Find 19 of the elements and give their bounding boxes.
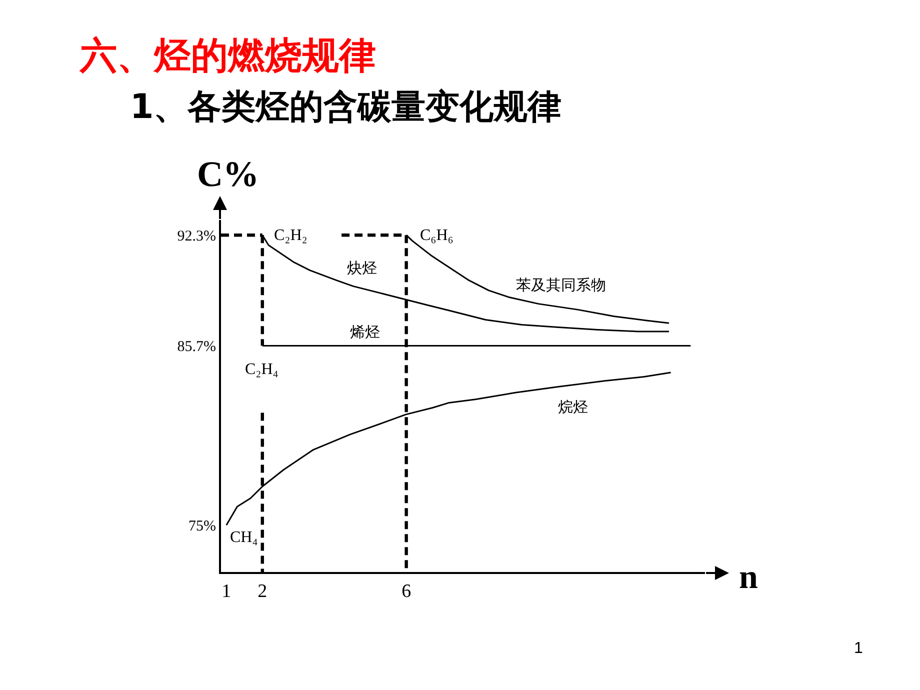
text: 1 — [854, 640, 863, 657]
x-tick-label: 2 — [258, 580, 268, 602]
y-tick-label: 85.7% — [177, 338, 216, 355]
chart-title: 六、烃的燃烧规律 — [79, 34, 376, 77]
chart-subtitle: 1、各类烃的含碳量变化规律 — [130, 87, 562, 127]
x-axis-title: n — [739, 559, 758, 596]
annotation: C₆H₆ — [420, 227, 454, 244]
series-label: 烷烃 — [558, 398, 588, 416]
series-label: 炔烃 — [347, 259, 377, 277]
y-tick-label: 92.3% — [177, 228, 216, 244]
y-axis-title: C% — [197, 154, 259, 194]
x-tick-label: 6 — [402, 580, 412, 602]
annotation: C₂H₂ — [274, 227, 308, 244]
annotation: CH₄ — [230, 529, 258, 546]
y-tick-label: 75% — [188, 518, 216, 534]
x-tick-label: 1 — [222, 580, 232, 602]
series-label: 苯及其同系物 — [516, 276, 606, 294]
annotation: C₂H₄ — [245, 361, 279, 378]
series-label: 烯烃 — [350, 323, 380, 341]
